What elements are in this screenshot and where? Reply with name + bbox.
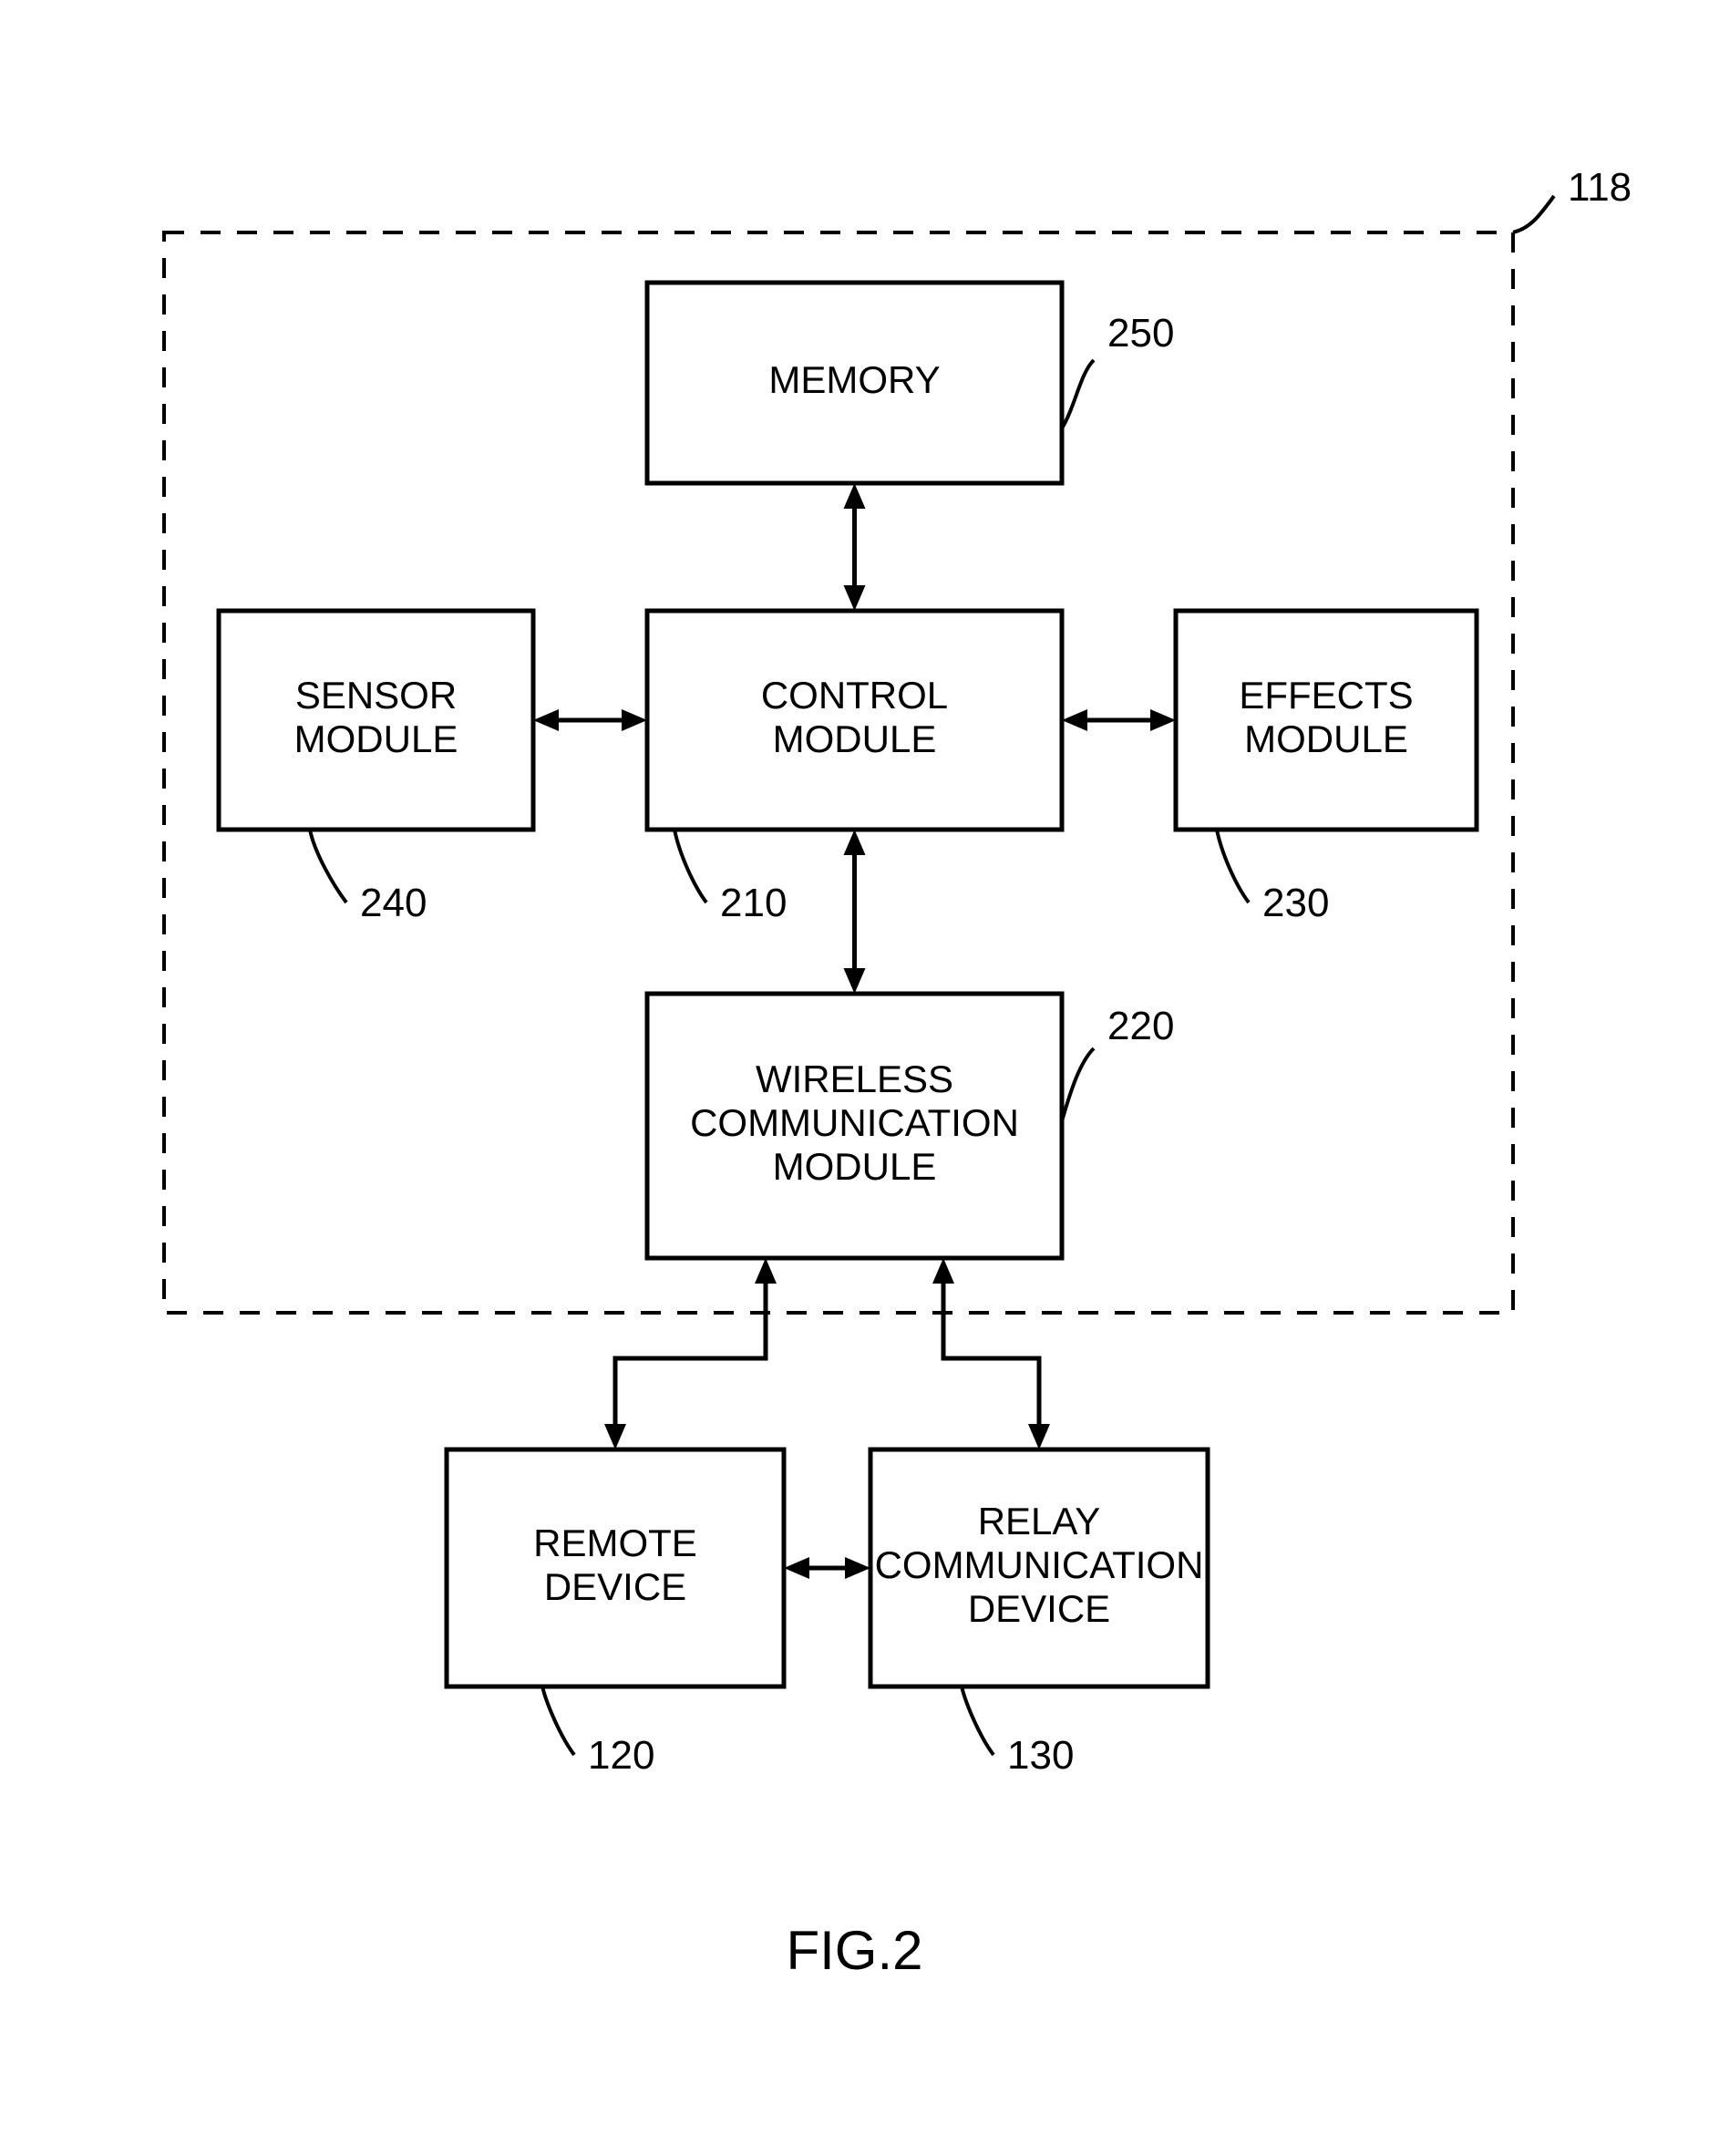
arrowhead (784, 1557, 809, 1579)
label-memory-line-0: MEMORY (768, 358, 940, 401)
ref-leader-container (1513, 196, 1554, 232)
label-control-line-0: CONTROL (761, 674, 948, 717)
arrowhead (845, 1557, 870, 1579)
ref-leader-control (674, 830, 706, 903)
arrowhead (1062, 709, 1087, 731)
label-sensor-line-0: SENSOR (295, 674, 457, 717)
arrowhead (844, 585, 866, 611)
label-relay-line-2: DEVICE (968, 1587, 1110, 1630)
arrowhead (533, 709, 559, 731)
ref-number-memory: 250 (1107, 311, 1174, 356)
connector-wireless-relay (943, 1284, 1039, 1424)
arrowhead (622, 709, 647, 731)
arrowhead (844, 483, 866, 509)
arrowhead (1150, 709, 1176, 731)
arrowhead (844, 968, 866, 994)
connector-wireless-remote (615, 1284, 766, 1424)
label-wireless-line-0: WIRELESS (756, 1057, 953, 1100)
figure-label: FIG.2 (786, 1920, 922, 1981)
ref-number-control: 210 (720, 881, 787, 925)
label-remote-line-0: REMOTE (533, 1522, 697, 1564)
arrowhead (1028, 1424, 1050, 1449)
ref-leader-wireless (1062, 1048, 1094, 1121)
label-remote-line-1: DEVICE (544, 1565, 686, 1608)
ref-number-relay: 130 (1007, 1733, 1074, 1778)
arrowhead (844, 830, 866, 855)
label-relay-line-0: RELAY (978, 1500, 1101, 1542)
ref-leader-sensor (310, 830, 346, 903)
label-control-line-1: MODULE (773, 717, 937, 760)
ref-number-wireless: 220 (1107, 1004, 1174, 1048)
label-relay-line-1: COMMUNICATION (875, 1543, 1204, 1586)
label-sensor-line-1: MODULE (294, 717, 458, 760)
arrowhead (755, 1258, 777, 1284)
ref-number-container: 118 (1568, 165, 1632, 210)
label-wireless-line-2: MODULE (773, 1145, 937, 1188)
label-wireless-line-1: COMMUNICATION (690, 1101, 1019, 1144)
label-effects-line-0: EFFECTS (1239, 674, 1413, 717)
arrowhead (932, 1258, 954, 1284)
ref-number-remote: 120 (588, 1733, 654, 1778)
ref-leader-relay (962, 1687, 993, 1755)
arrowhead (604, 1424, 626, 1449)
ref-number-sensor: 240 (360, 881, 427, 925)
label-effects-line-1: MODULE (1244, 717, 1408, 760)
ref-leader-memory (1062, 360, 1094, 428)
ref-leader-effects (1217, 830, 1249, 903)
ref-leader-remote (542, 1687, 574, 1755)
ref-number-effects: 230 (1262, 881, 1329, 925)
